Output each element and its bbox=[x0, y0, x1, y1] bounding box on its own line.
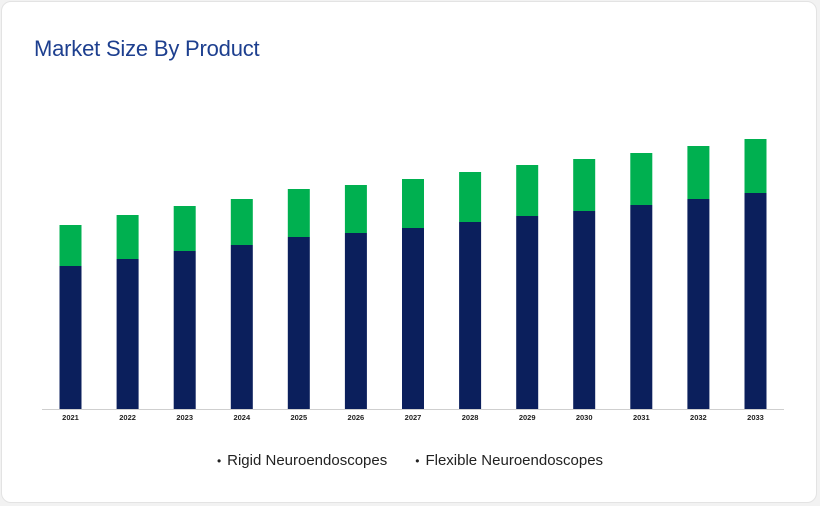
x-tick-label-2024: 2024 bbox=[233, 413, 251, 422]
bar-flexible-2033[interactable] bbox=[744, 139, 767, 193]
legend-label-rigid: Rigid Neuroendoscopes bbox=[227, 452, 388, 469]
bar-rigid-2032[interactable] bbox=[687, 199, 710, 409]
bar-rigid-2021[interactable] bbox=[59, 266, 82, 409]
bar-chart: 2021 2022 2023 2024 2025 2026 2027 2028 2029 2030… bbox=[42, 139, 784, 422]
legend-label-flexible: Flexible Neuroendoscopes bbox=[425, 452, 604, 469]
bar-rigid-2027[interactable] bbox=[402, 228, 424, 409]
bar-flexible-2032[interactable] bbox=[687, 146, 710, 199]
bar-flexible-2027[interactable] bbox=[402, 179, 424, 228]
x-tick-label-2023: 2023 bbox=[176, 413, 193, 422]
x-tick-label-2029: 2029 bbox=[519, 413, 536, 422]
x-tick-label-2032: 2032 bbox=[690, 413, 707, 422]
bar-rigid-2033[interactable] bbox=[744, 193, 767, 409]
bar-flexible-2024[interactable] bbox=[230, 199, 253, 245]
bar-flexible-2025[interactable] bbox=[287, 189, 310, 237]
bar-rigid-2026[interactable] bbox=[344, 233, 367, 409]
bar-rigid-2028[interactable] bbox=[459, 222, 482, 409]
bar-flexible-2022[interactable] bbox=[116, 215, 139, 259]
bar-flexible-2029[interactable] bbox=[516, 165, 539, 216]
legend-item-rigid[interactable]: • Rigid Neuroendoscopes bbox=[217, 452, 387, 469]
x-tick-label-2021: 2021 bbox=[62, 413, 79, 422]
chart-title: Market Size By Product bbox=[34, 36, 260, 61]
bar-flexible-2021[interactable] bbox=[59, 225, 82, 266]
bar-rigid-2029[interactable] bbox=[516, 216, 539, 409]
bar-flexible-2028[interactable] bbox=[459, 172, 482, 222]
bar-rigid-2030[interactable] bbox=[573, 211, 596, 409]
legend: • Rigid Neuroendoscopes • Flexible Neuro… bbox=[2, 452, 818, 469]
bar-flexible-2026[interactable] bbox=[344, 185, 367, 233]
x-tick-label-2031: 2031 bbox=[633, 413, 650, 422]
bullet-icon: • bbox=[216, 453, 222, 468]
bullet-icon: • bbox=[415, 453, 420, 468]
x-tick-label-2033: 2033 bbox=[747, 413, 764, 422]
bar-rigid-2024[interactable] bbox=[230, 245, 253, 409]
bar-rigid-2023[interactable] bbox=[173, 251, 196, 409]
bar-flexible-2030[interactable] bbox=[573, 159, 596, 211]
bar-rigid-2031[interactable] bbox=[630, 205, 653, 409]
bar-rigid-2022[interactable] bbox=[116, 259, 139, 409]
bar-flexible-2023[interactable] bbox=[173, 206, 196, 251]
bar-flexible-2031[interactable] bbox=[630, 153, 653, 205]
x-tick-label-2030: 2030 bbox=[576, 413, 593, 422]
bar-rigid-2025[interactable] bbox=[287, 237, 310, 409]
legend-item-flexible[interactable]: • Flexible Neuroendoscopes bbox=[415, 452, 603, 469]
x-tick-label-2022: 2022 bbox=[119, 413, 136, 422]
x-tick-label-2026: 2026 bbox=[348, 413, 365, 422]
x-tick-label-2028: 2028 bbox=[462, 413, 479, 422]
x-tick-label-2025: 2025 bbox=[290, 413, 307, 422]
x-tick-label-2027: 2027 bbox=[405, 413, 422, 422]
